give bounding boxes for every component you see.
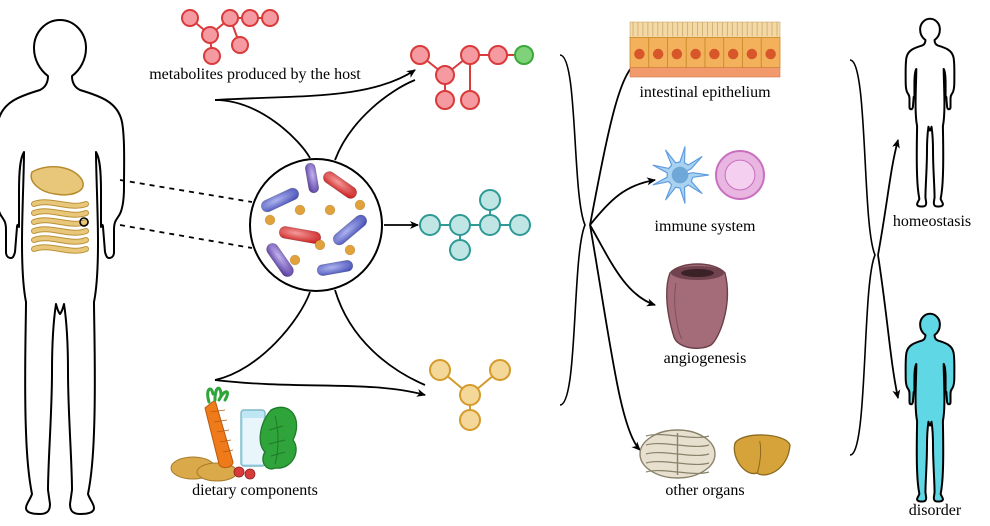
- microbe-dot: [355, 200, 365, 210]
- fan-outcome-1: [878, 255, 898, 398]
- label-disorder: disorder: [900, 502, 970, 520]
- flow-host-to-top: [215, 100, 310, 158]
- label-angiogenesis: angiogenesis: [645, 350, 765, 368]
- molecule-host-red: [182, 10, 278, 64]
- label-host-metabolites: metabolites produced by the host: [140, 66, 370, 84]
- molecule-top-mixed: [411, 46, 533, 109]
- microbe-dot: [265, 215, 275, 225]
- label-dietary: dietary components: [170, 482, 340, 500]
- dendritic-cell-icon: [653, 147, 708, 203]
- microbe-dot: [295, 205, 305, 215]
- microbe-dot: [315, 240, 325, 250]
- flow-dietary-to-circle: [215, 292, 310, 380]
- host-body: [0, 20, 124, 514]
- flow-dietary-to-bot: [215, 380, 425, 395]
- label-other-organs: other organs: [645, 482, 765, 500]
- flow-gut-to-circle-bot: [120, 225, 252, 248]
- label-homeostasis: homeostasis: [882, 213, 982, 231]
- epithelium-icon: [630, 22, 780, 77]
- homeostasis-body: [906, 19, 955, 207]
- microbe-dot: [345, 245, 355, 255]
- bracket-left: [560, 55, 585, 405]
- molecule-teal: [420, 190, 530, 260]
- bracket-right: [850, 60, 875, 455]
- label-immune: immune system: [640, 218, 770, 236]
- molecule-yellow: [430, 360, 510, 430]
- microbe-dot: [290, 255, 300, 265]
- fan-right-2: [590, 225, 655, 305]
- microbe-dot: [325, 205, 335, 215]
- flow-circle-arc-down: [335, 290, 425, 385]
- vessel-icon: [667, 264, 728, 348]
- label-epithelium: intestinal epithelium: [625, 84, 785, 102]
- brain-icon: [640, 430, 715, 478]
- disorder-body: [906, 314, 955, 502]
- flow-gut-to-circle-top: [120, 180, 252, 202]
- dietary-icon: [171, 388, 297, 481]
- liver-icon: [734, 435, 790, 475]
- fan-outcome-0: [878, 140, 898, 255]
- fan-right-3: [590, 225, 640, 450]
